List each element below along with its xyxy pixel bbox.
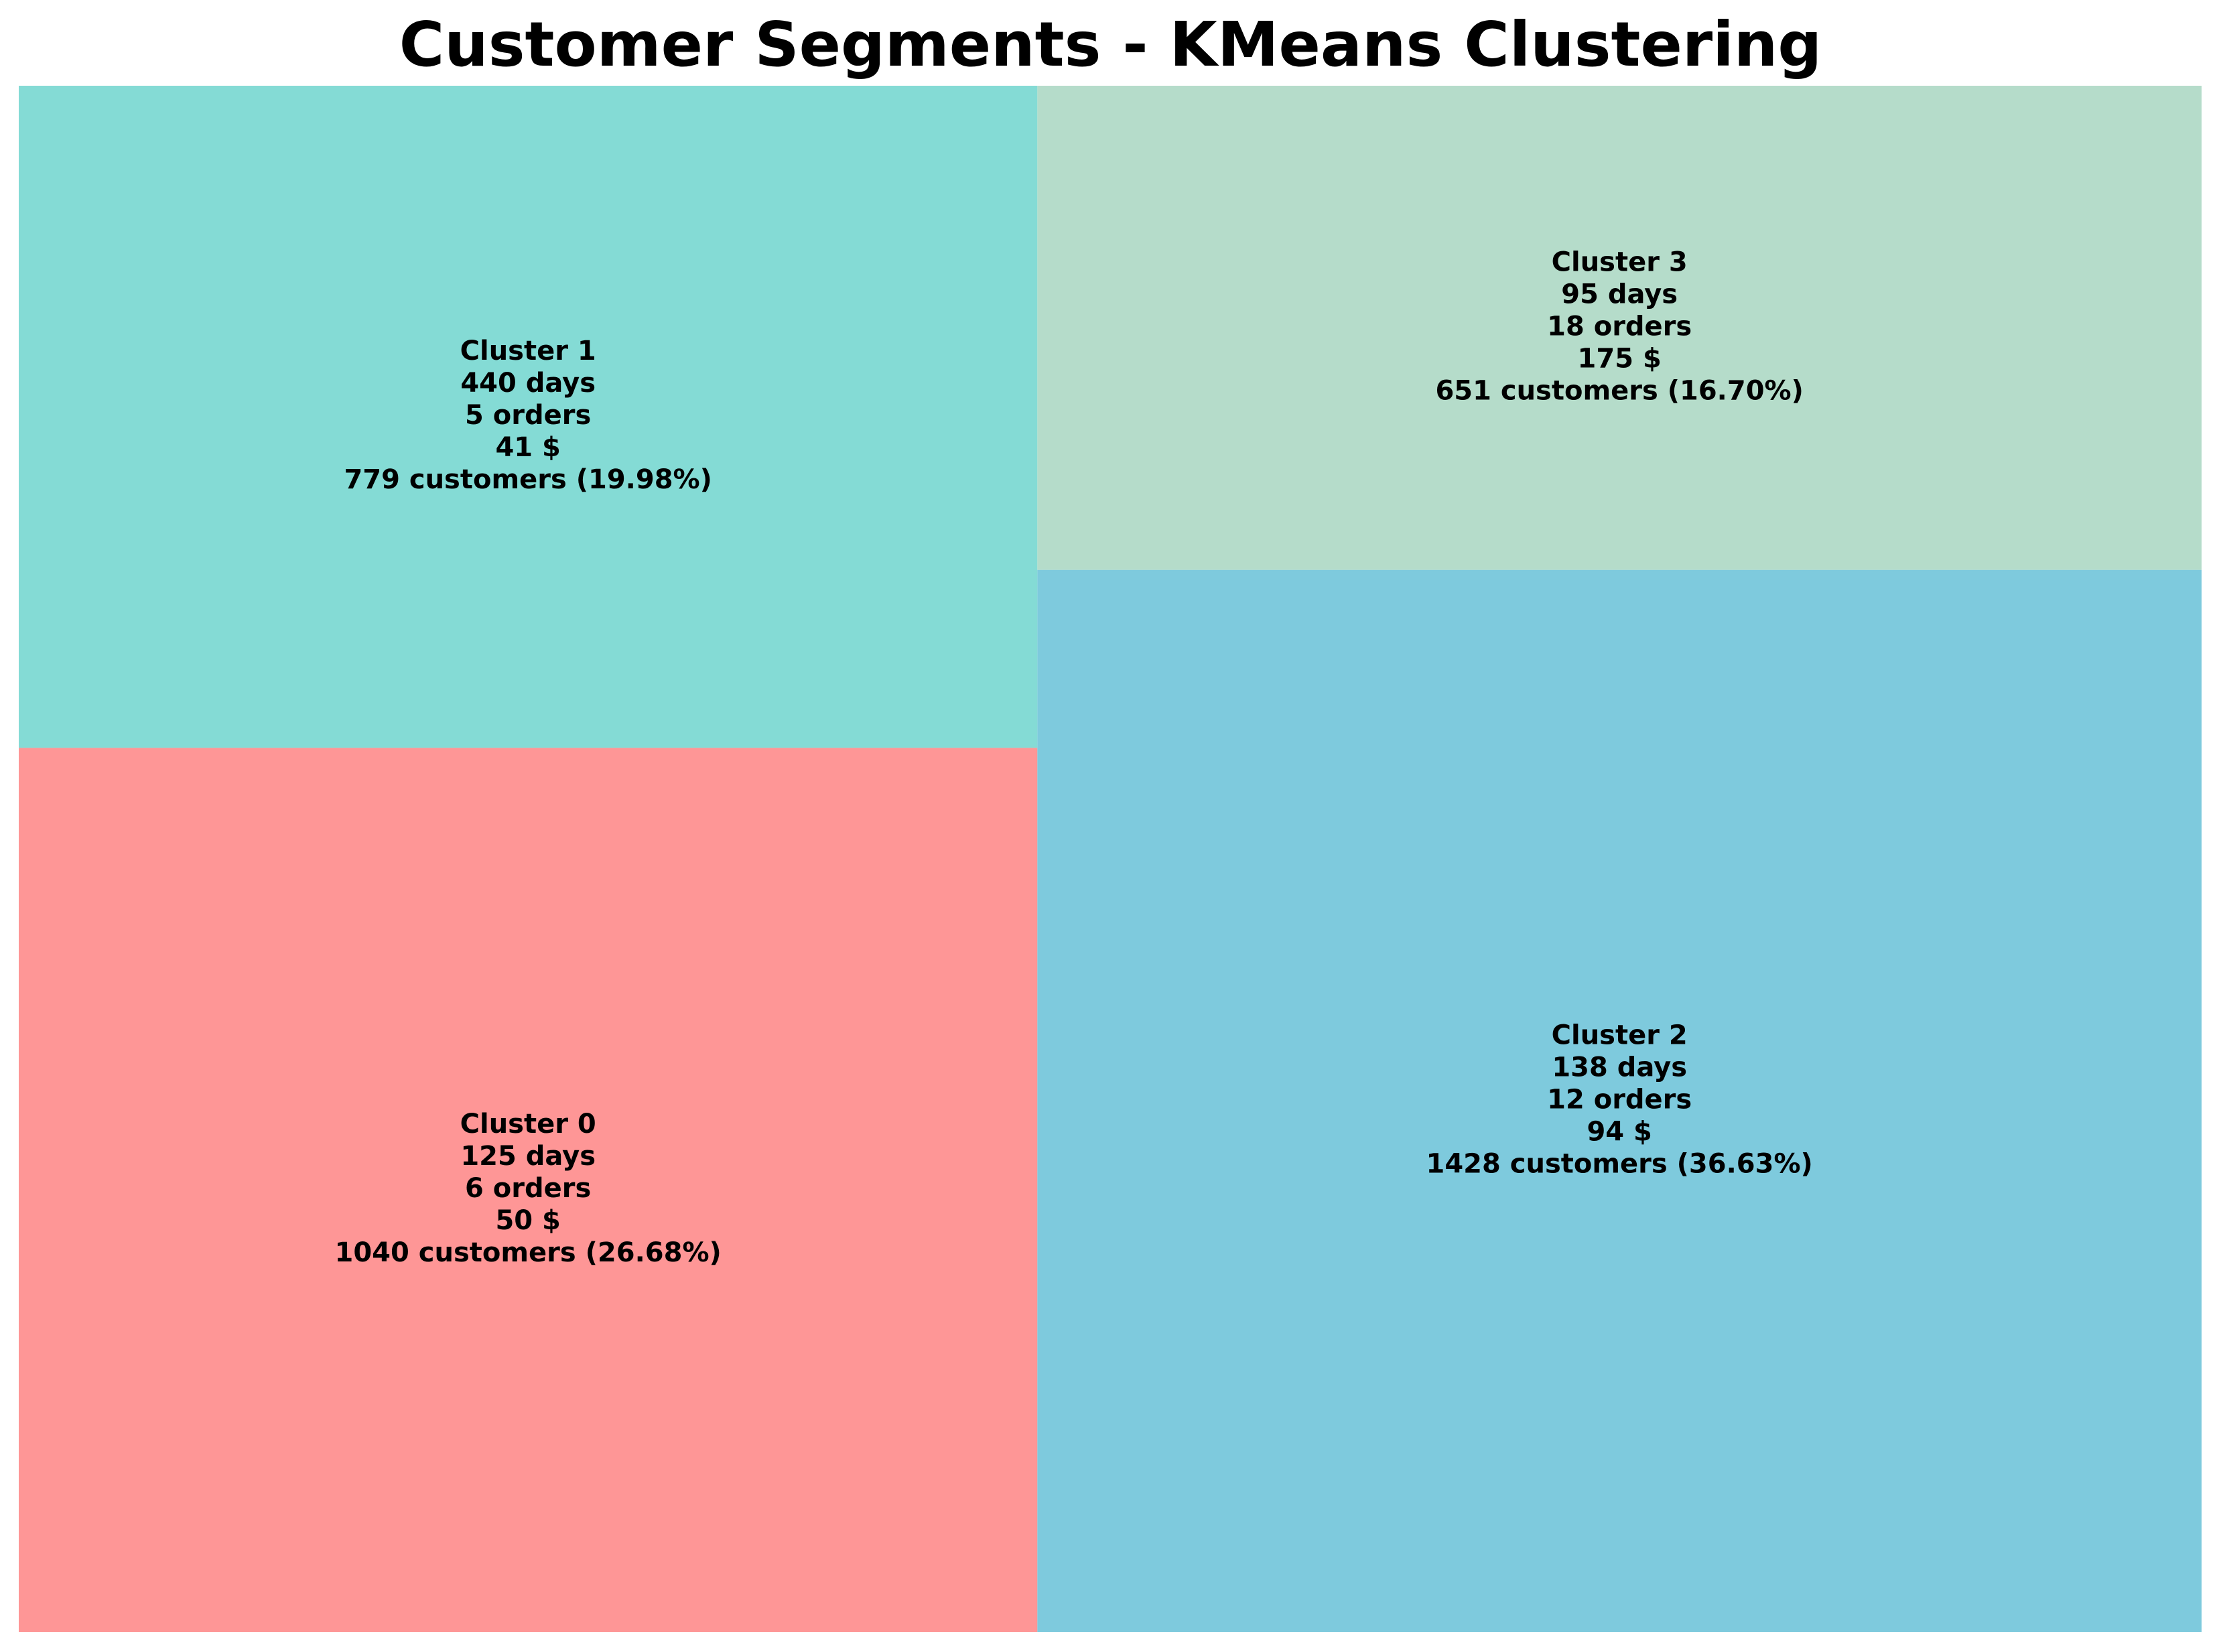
- cluster-3-customers-label: 651 customers (16.70%): [1435, 375, 1803, 406]
- cluster-3-days-label: 95 days: [1561, 279, 1678, 309]
- chart-title: Customer Segments - KMeans Clustering: [399, 9, 1822, 80]
- cluster-3-value-label: 175 $: [1578, 343, 1662, 374]
- cluster-1-rect: [19, 86, 1038, 748]
- cluster-0-label-label: Cluster 0: [460, 1109, 596, 1140]
- cluster-2-customers-label: 1428 customers (36.63%): [1426, 1148, 1813, 1179]
- cluster-0-rect: [19, 748, 1038, 1632]
- cluster-2-value-label: 94 $: [1587, 1116, 1652, 1147]
- cluster-1-label-label: Cluster 1: [460, 336, 596, 366]
- cluster-3-rect: [1037, 86, 2202, 570]
- cluster-2-rect: [1037, 569, 2202, 1633]
- cluster-2-label-label: Cluster 2: [1552, 1020, 1688, 1050]
- cluster-1-customers-label: 779 customers (19.98%): [344, 464, 712, 495]
- cluster-2-days-label: 138 days: [1552, 1052, 1687, 1083]
- cluster-0-orders-label: 6 orders: [465, 1173, 591, 1204]
- cluster-0-customers-label: 1040 customers (26.68%): [335, 1237, 722, 1268]
- cluster-2-orders-label: 12 orders: [1547, 1084, 1692, 1115]
- cluster-3-orders-label: 18 orders: [1547, 311, 1692, 342]
- cluster-3-label-label: Cluster 3: [1552, 247, 1688, 277]
- cluster-0-days-label: 125 days: [460, 1141, 596, 1172]
- cluster-0-value-label: 50 $: [495, 1205, 560, 1236]
- cluster-1-value-label: 41 $: [495, 432, 560, 463]
- cluster-1-orders-label: 5 orders: [465, 400, 591, 431]
- cluster-1-days-label: 440 days: [460, 368, 596, 399]
